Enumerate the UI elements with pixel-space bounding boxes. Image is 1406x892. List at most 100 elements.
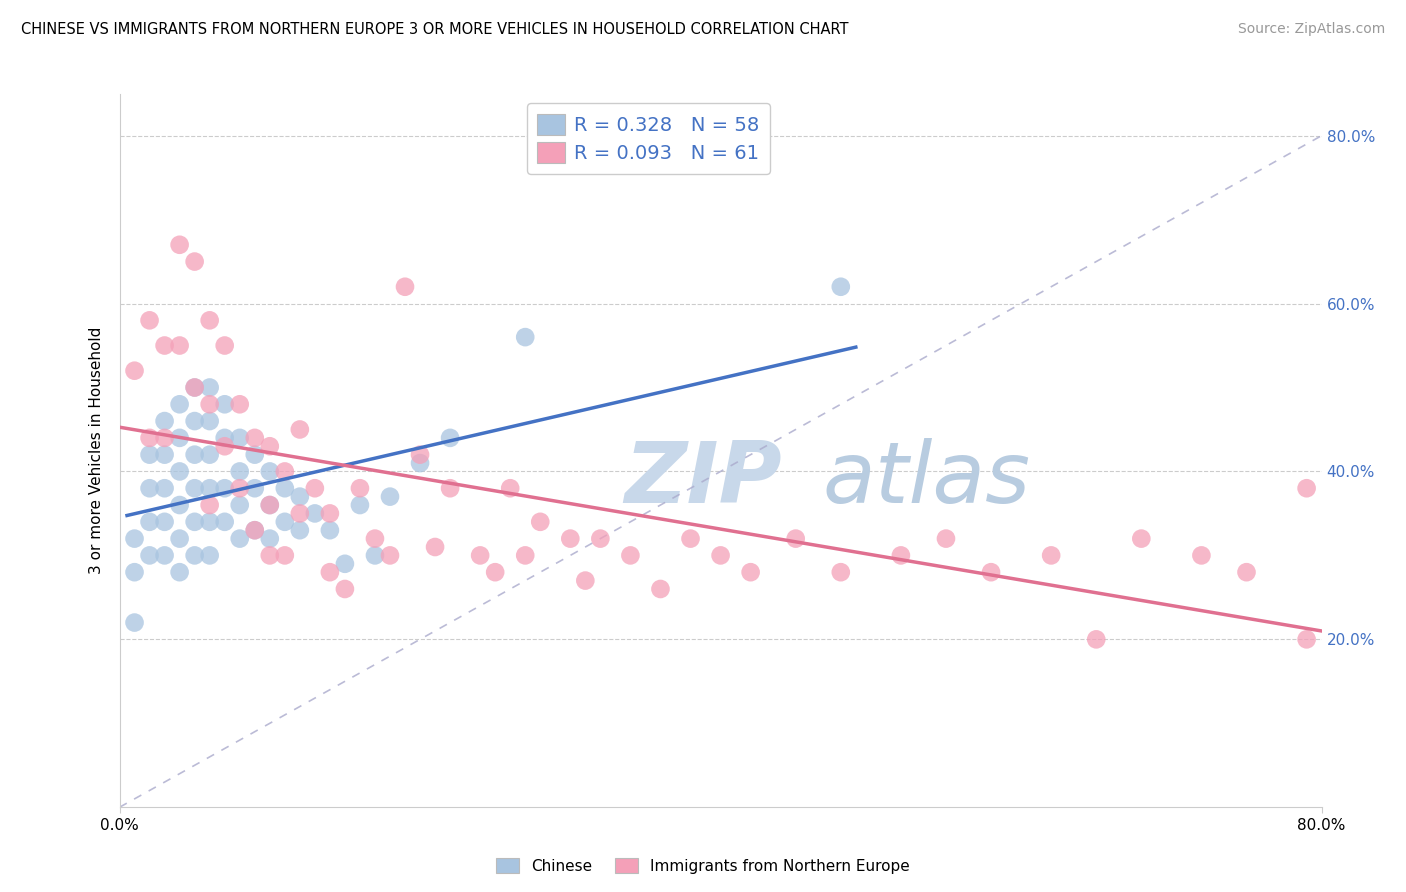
Point (138, 448, 160, 462)
Point (214, 481, 236, 495)
Point (138, 481, 160, 495)
Point (619, 549, 641, 563)
Point (198, 549, 221, 563)
Point (153, 431, 176, 445)
Point (1295, 481, 1317, 495)
Point (169, 397, 191, 411)
Point (183, 380, 205, 394)
Point (228, 397, 252, 411)
Point (214, 515, 236, 529)
Point (259, 498, 281, 512)
Point (288, 507, 311, 521)
Point (394, 279, 416, 293)
Point (169, 237, 191, 252)
Point (409, 456, 432, 470)
Point (378, 549, 401, 563)
Point (349, 481, 371, 495)
Point (1236, 565, 1258, 579)
Point (228, 481, 252, 495)
Point (228, 431, 252, 445)
Point (243, 523, 266, 537)
Point (740, 565, 762, 579)
Point (259, 498, 281, 512)
Point (274, 515, 297, 529)
Point (259, 549, 281, 563)
Point (259, 439, 281, 453)
Point (153, 515, 176, 529)
Text: CHINESE VS IMMIGRANTS FROM NORTHERN EUROPE 3 OR MORE VEHICLES IN HOUSEHOLD CORRE: CHINESE VS IMMIGRANTS FROM NORTHERN EURO… (21, 22, 849, 37)
Point (274, 481, 297, 495)
Point (183, 448, 205, 462)
Point (980, 565, 1002, 579)
Point (228, 465, 252, 479)
Point (439, 481, 461, 495)
Point (1085, 632, 1108, 647)
Point (409, 448, 432, 462)
Point (1130, 532, 1153, 546)
Point (935, 532, 957, 546)
Point (124, 565, 146, 579)
Point (169, 465, 191, 479)
Point (243, 448, 266, 462)
Point (274, 465, 297, 479)
Point (153, 338, 176, 352)
Point (274, 549, 297, 563)
Point (378, 490, 401, 504)
Point (288, 523, 311, 537)
Point (198, 414, 221, 428)
Point (153, 549, 176, 563)
Point (198, 397, 221, 411)
Point (169, 565, 191, 579)
Point (890, 549, 912, 563)
Point (679, 532, 702, 546)
Point (214, 338, 236, 352)
Point (333, 582, 356, 596)
Point (259, 532, 281, 546)
Point (515, 549, 537, 563)
Point (560, 532, 582, 546)
Point (243, 431, 266, 445)
Point (650, 582, 672, 596)
Point (153, 414, 176, 428)
Point (468, 549, 492, 563)
Point (1189, 549, 1212, 563)
Point (183, 414, 205, 428)
Point (529, 515, 551, 529)
Point (574, 574, 596, 588)
Point (183, 481, 205, 495)
Point (288, 490, 311, 504)
Point (243, 523, 266, 537)
Point (183, 380, 205, 394)
Point (153, 448, 176, 462)
Point (198, 380, 221, 394)
Point (138, 549, 160, 563)
Point (214, 397, 236, 411)
Point (138, 313, 160, 327)
Point (499, 481, 522, 495)
Point (364, 532, 387, 546)
Text: atlas: atlas (823, 437, 1031, 521)
Point (259, 465, 281, 479)
Point (183, 549, 205, 563)
Point (319, 523, 342, 537)
Point (484, 565, 506, 579)
Point (304, 481, 326, 495)
Text: ZIP: ZIP (624, 437, 782, 521)
Point (183, 515, 205, 529)
Point (589, 532, 612, 546)
Point (138, 431, 160, 445)
Point (169, 498, 191, 512)
Point (333, 557, 356, 571)
Point (515, 330, 537, 344)
Legend: R = 0.328   N = 58, R = 0.093   N = 61: R = 0.328 N = 58, R = 0.093 N = 61 (527, 103, 770, 174)
Point (228, 498, 252, 512)
Point (304, 507, 326, 521)
Point (198, 313, 221, 327)
Point (169, 431, 191, 445)
Point (124, 615, 146, 630)
Point (214, 439, 236, 453)
Point (169, 532, 191, 546)
Point (198, 448, 221, 462)
Point (423, 540, 446, 554)
Point (1295, 632, 1317, 647)
